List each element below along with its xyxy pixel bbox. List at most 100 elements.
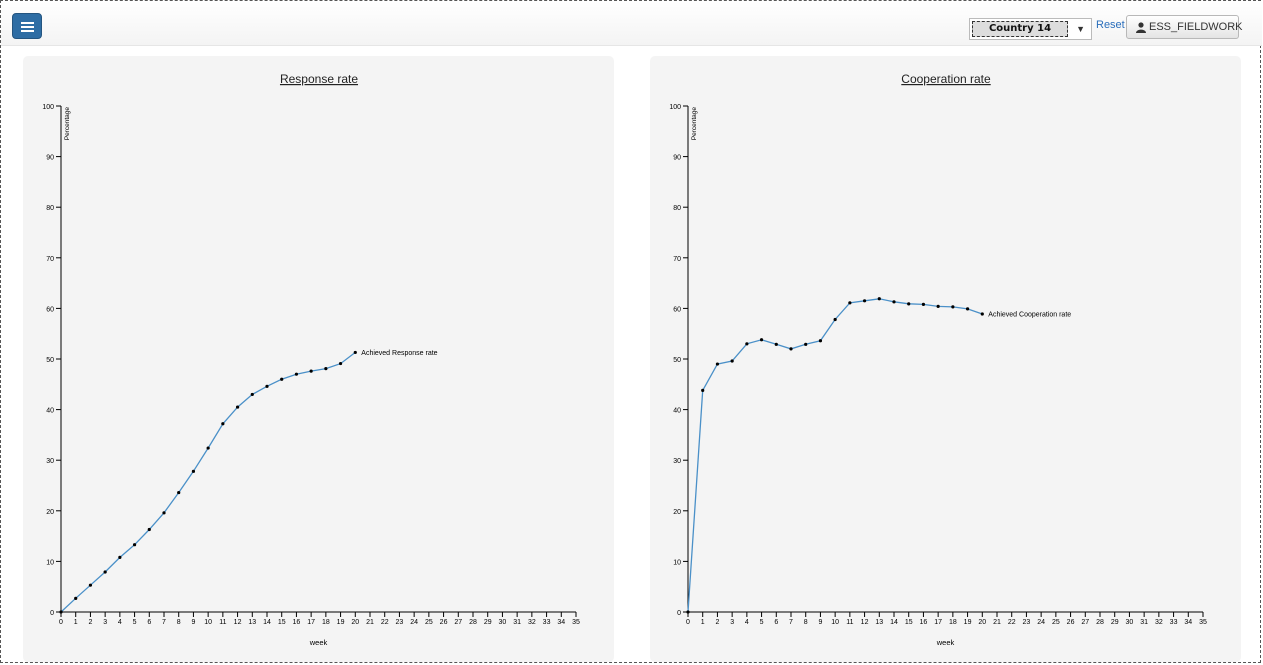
y-tick-label: 0 — [677, 610, 681, 617]
y-axis-label: Percentage — [691, 107, 698, 141]
x-tick-label: 4 — [118, 619, 122, 626]
x-tick-label: 15 — [905, 619, 913, 626]
x-tick-label: 22 — [381, 619, 389, 626]
y-tick-label: 80 — [673, 205, 681, 212]
x-tick-label: 1 — [701, 619, 705, 626]
x-tick-label: 25 — [1052, 619, 1060, 626]
data-point — [88, 583, 93, 587]
y-tick-label: 60 — [46, 306, 54, 313]
data-point — [951, 305, 955, 309]
y-tick-label: 50 — [46, 357, 54, 364]
x-tick-label: 11 — [219, 619, 226, 626]
chart-title: Response rate — [280, 72, 358, 86]
x-tick-label: 8 — [804, 619, 808, 626]
x-tick-label: 19 — [964, 619, 972, 626]
reset-link[interactable]: Reset — [1096, 19, 1125, 31]
data-point — [701, 388, 705, 392]
x-tick-label: 22 — [1008, 619, 1016, 626]
x-tick-label: 28 — [1096, 619, 1104, 626]
menu-bar-line — [21, 26, 34, 28]
x-tick-label: 10 — [204, 619, 212, 626]
y-tick-label: 20 — [673, 509, 681, 516]
x-tick-label: 35 — [1199, 619, 1207, 626]
y-tick-label: 20 — [46, 509, 54, 516]
x-tick-label: 28 — [469, 619, 477, 626]
y-tick-label: 30 — [673, 458, 681, 465]
user-button-label: ESS_FIELDWORK — [1149, 21, 1243, 33]
x-tick-label: 29 — [1111, 619, 1119, 626]
data-point — [221, 422, 225, 426]
y-axis-label: Percentage — [64, 107, 71, 141]
top-navbar: Country 14 ▼ Reset ESS_FIELDWORK — [1, 1, 1262, 46]
hamburger-icon[interactable] — [12, 13, 42, 39]
data-point — [774, 342, 778, 346]
x-tick-label: 20 — [351, 619, 359, 626]
x-tick-label: 24 — [410, 619, 418, 626]
chart-title: Cooperation rate — [901, 72, 991, 86]
x-tick-label: 3 — [730, 619, 734, 626]
x-tick-label: 30 — [1126, 619, 1134, 626]
data-point — [789, 347, 793, 351]
x-tick-label: 14 — [890, 619, 898, 626]
data-point — [921, 302, 926, 306]
data-point — [280, 377, 284, 381]
x-tick-label: 0 — [686, 619, 690, 626]
data-point — [730, 359, 734, 363]
series-line — [687, 298, 983, 613]
user-button[interactable]: ESS_FIELDWORK — [1126, 15, 1243, 39]
x-tick-label: 0 — [59, 619, 63, 626]
data-point — [745, 342, 749, 346]
country-select[interactable]: Country 14 ▼ — [969, 18, 1092, 40]
x-tick-label: 8 — [177, 619, 181, 626]
x-tick-label: 26 — [440, 619, 448, 626]
y-tick-label: 10 — [673, 559, 681, 566]
x-tick-label: 15 — [278, 619, 286, 626]
x-tick-label: 17 — [307, 619, 315, 626]
x-tick-label: 27 — [454, 619, 462, 626]
data-point — [980, 312, 984, 316]
x-tick-label: 7 — [162, 619, 166, 626]
chevron-down-icon[interactable]: ▼ — [1076, 24, 1085, 34]
y-tick-label: 50 — [673, 357, 681, 364]
x-tick-label: 34 — [557, 619, 565, 626]
data-point — [804, 342, 808, 346]
x-tick-label: 13 — [875, 619, 883, 626]
data-point — [818, 339, 823, 343]
x-tick-label: 23 — [396, 619, 404, 626]
response-rate-panel: Response rate 0 10 20 30 40 50 60 70 80 90 100 Perce… — [23, 56, 614, 662]
y-tick-label: 60 — [673, 306, 681, 313]
data-point — [103, 570, 107, 574]
x-tick-label: 12 — [234, 619, 242, 626]
x-tick-label: 4 — [745, 619, 749, 626]
data-point — [235, 405, 240, 409]
x-tick-label: 34 — [1184, 619, 1192, 626]
x-tick-label: 6 — [774, 619, 778, 626]
data-point — [265, 384, 269, 388]
data-point — [338, 361, 343, 366]
y-tick-label: 30 — [46, 458, 54, 465]
cooperation-rate-panel: Cooperation rate 0 10 20 30 40 50 60 70 80 90 100 Pe… — [650, 56, 1241, 662]
menu-bar-line — [21, 22, 34, 24]
x-tick-label: 20 — [978, 619, 986, 626]
data-point — [936, 304, 940, 308]
y-tick-label: 40 — [673, 408, 681, 415]
y-tick-label: 40 — [46, 408, 54, 415]
data-point — [862, 299, 867, 303]
y-tick-label: 90 — [673, 155, 681, 162]
x-tick-label: 35 — [572, 619, 580, 626]
x-tick-label: 14 — [263, 619, 271, 626]
x-axis-label: week — [936, 638, 955, 647]
data-point — [74, 596, 78, 600]
x-tick-label: 12 — [861, 619, 869, 626]
x-axis-label: week — [309, 638, 328, 647]
data-point — [162, 511, 166, 515]
series-annotation: Achieved Cooperation rate — [988, 311, 1071, 318]
x-tick-label: 2 — [88, 619, 92, 626]
y-tick-label: 0 — [50, 610, 54, 617]
data-point — [892, 300, 896, 304]
x-tick-label: 27 — [1081, 619, 1089, 626]
data-point — [191, 469, 196, 473]
